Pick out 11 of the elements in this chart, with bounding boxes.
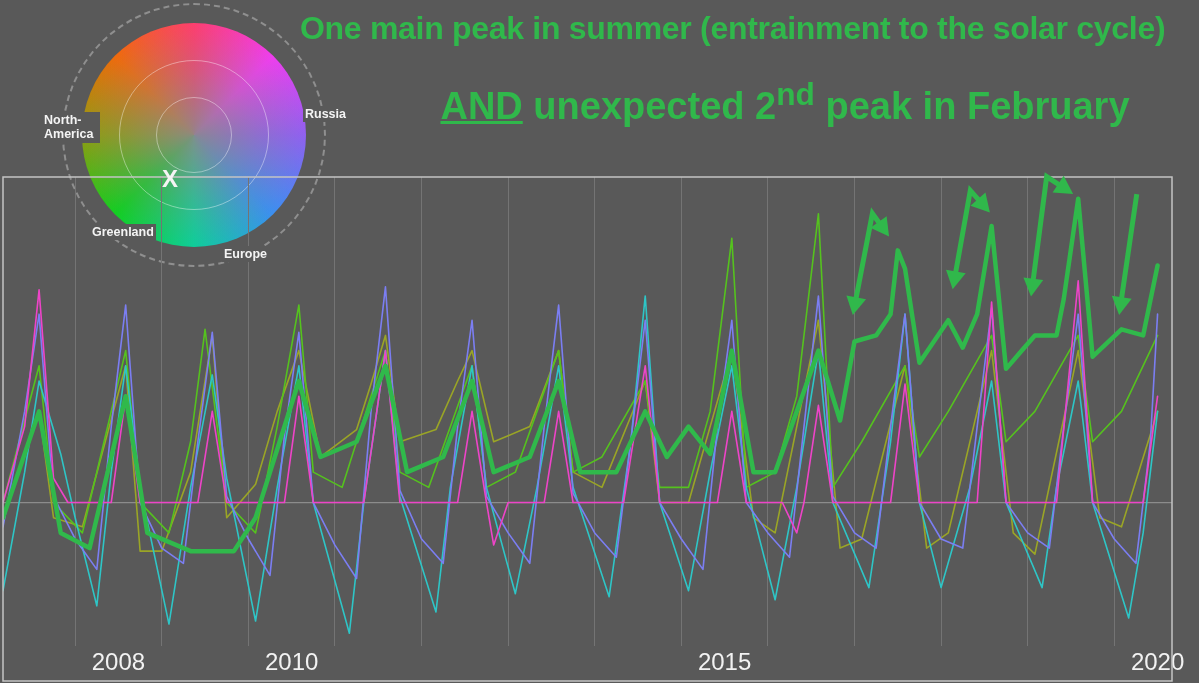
chart-subtitle: AND unexpected 2$^{nd}$ peak in February: [440, 76, 1130, 127]
x-tick-label: 2015: [697, 648, 752, 676]
text: North-America: [42, 112, 100, 143]
x-tick-label: 2008: [91, 648, 146, 676]
text: Russia: [303, 106, 348, 123]
annotation: Greenland: [90, 224, 156, 241]
text: X: [162, 165, 179, 193]
chart-title: One main peak in summer (entrainment to the solar cycle): [300, 10, 1166, 47]
x-tick-label: 2020: [1130, 648, 1185, 676]
annotation: Europe: [222, 246, 270, 263]
x-tick-label: 2010: [264, 648, 319, 676]
